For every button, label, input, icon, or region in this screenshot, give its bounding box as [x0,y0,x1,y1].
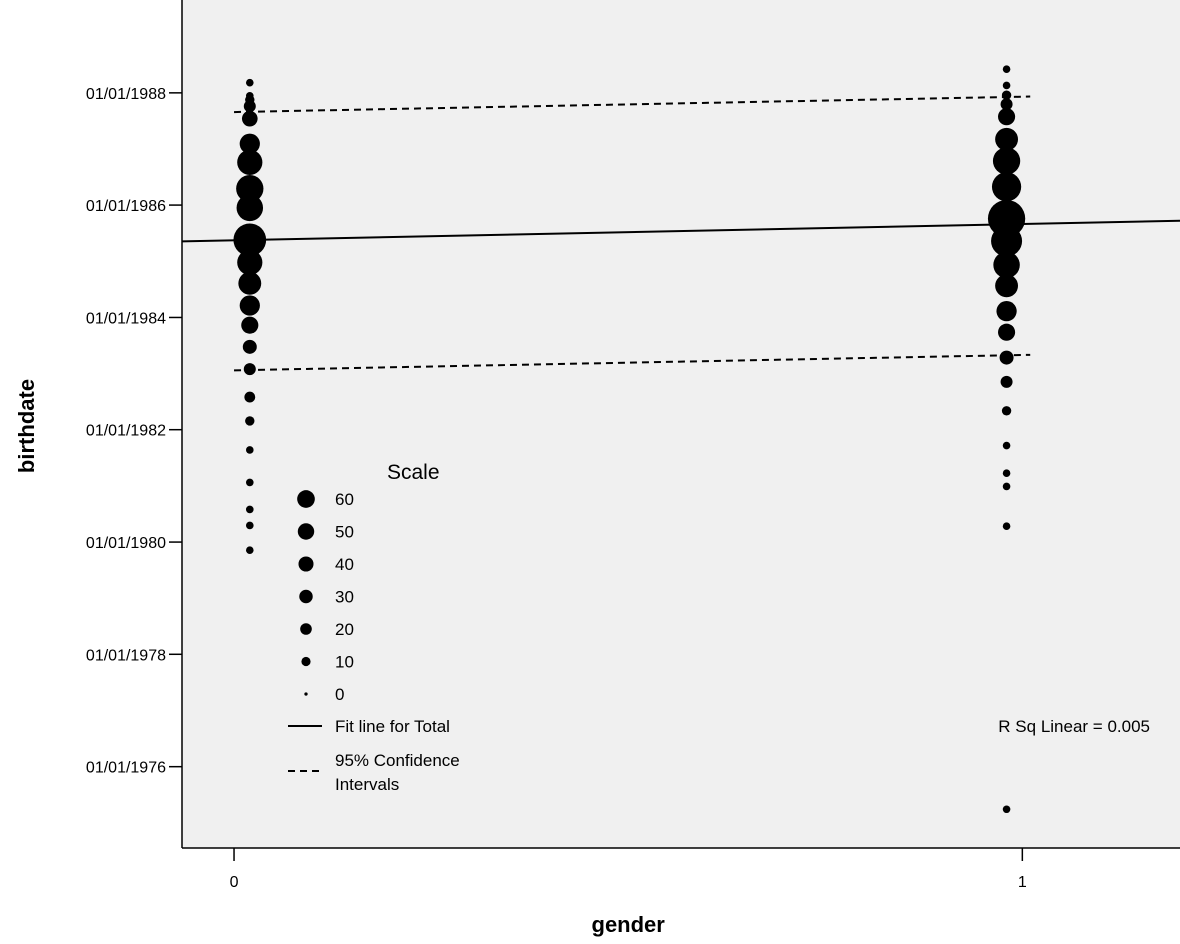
data-point [237,149,263,175]
data-point [236,194,264,222]
data-point [1001,90,1012,100]
data-point [987,199,1026,238]
data-point [245,546,254,555]
data-points [233,65,1026,814]
data-point [1000,375,1013,388]
data-point [245,478,254,487]
data-point [995,274,1019,298]
data-point [245,446,254,454]
y-tick-label: 01/01/1980 [86,535,166,552]
legend-size-marker [297,523,315,540]
data-point [245,416,255,426]
data-point [1002,482,1011,491]
data-point [995,127,1019,151]
data-point [998,108,1016,126]
data-point [1002,441,1011,450]
data-point [237,249,263,276]
data-point [991,225,1023,257]
data-point [1002,65,1011,73]
legend-size-marker [301,656,311,667]
legend-size-label: 10 [335,653,354,672]
y-axis: 01/01/1976 01/01/1978 01/01/1980 01/01/1982… [86,0,183,848]
y-tick-label: 01/01/1978 [86,647,166,664]
legend-size-marker [298,556,314,572]
data-point [241,316,259,334]
legend-size-marker [304,692,308,696]
legend: Scale 60 50 40 30 20 10 0 Fit line for Total 95% … [288,461,460,794]
data-point [233,223,267,257]
y-axis-title: birthdate [14,379,39,473]
legend-fit-label: Fit line for Total [335,717,450,736]
data-point [1002,469,1011,477]
data-point [245,505,254,514]
data-point [243,363,256,376]
legend-size-label: 0 [335,685,344,704]
data-point [998,323,1016,341]
legend-size-label: 40 [335,555,354,574]
legend-size-label: 60 [335,490,354,509]
confidence-interval-lower [234,353,1031,372]
data-point [242,339,257,354]
data-point [1002,522,1011,531]
data-point [993,251,1020,279]
data-point [241,110,258,127]
data-point [991,172,1022,202]
data-point [239,295,260,316]
legend-ci-label: 95% Confidence [335,751,460,770]
legend-ci-label: Intervals [335,775,399,794]
x-axis-title: gender [592,912,666,937]
y-tick-label: 01/01/1984 [86,310,166,327]
data-point [1002,805,1011,814]
y-tick-label: 01/01/1988 [86,86,166,103]
data-point [1001,406,1012,416]
legend-size-marker [299,589,313,604]
data-point [243,100,256,113]
confidence-interval-upper [234,95,1031,114]
data-point [999,350,1014,365]
legend-size-label: 30 [335,588,354,607]
legend-size-label: 20 [335,620,354,639]
data-point [1002,81,1011,90]
y-tick-label: 01/01/1982 [86,423,166,440]
data-point [244,391,256,403]
data-point [992,147,1021,175]
x-tick-label: 1 [1018,874,1027,891]
data-point [245,521,254,530]
data-point [236,174,264,203]
x-tick-label: 0 [230,874,239,891]
legend-size-label: 50 [335,523,354,542]
data-point [239,133,260,154]
data-point [1000,98,1013,111]
legend-size-marker [300,623,312,635]
data-point [245,78,254,87]
y-tick-label: 01/01/1986 [86,198,166,215]
legend-size-marker [297,490,315,508]
r-squared-annotation: R Sq Linear = 0.005 [998,717,1150,736]
legend-title: Scale [387,461,440,484]
data-point [238,271,262,295]
y-tick-label: 01/01/1976 [86,760,166,777]
data-point [996,301,1017,322]
